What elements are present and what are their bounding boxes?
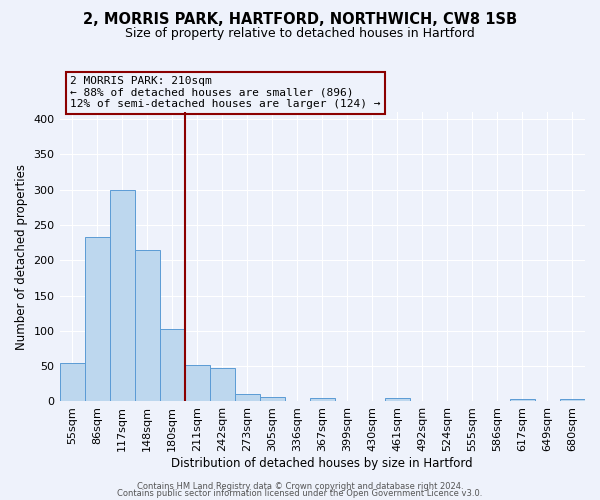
Bar xyxy=(85,237,110,402)
Bar xyxy=(160,329,185,402)
Bar xyxy=(110,190,134,402)
Text: Contains HM Land Registry data © Crown copyright and database right 2024.: Contains HM Land Registry data © Crown c… xyxy=(137,482,463,491)
Text: 2, MORRIS PARK, HARTFORD, NORTHWICH, CW8 1SB: 2, MORRIS PARK, HARTFORD, NORTHWICH, CW8… xyxy=(83,12,517,28)
Bar xyxy=(310,398,335,402)
Y-axis label: Number of detached properties: Number of detached properties xyxy=(15,164,28,350)
Bar xyxy=(59,364,85,402)
Bar xyxy=(510,398,535,402)
Bar xyxy=(260,397,285,402)
Bar xyxy=(560,398,585,402)
Bar xyxy=(235,394,260,402)
Text: Contains public sector information licensed under the Open Government Licence v3: Contains public sector information licen… xyxy=(118,489,482,498)
Bar xyxy=(385,398,410,402)
Text: 2 MORRIS PARK: 210sqm
← 88% of detached houses are smaller (896)
12% of semi-det: 2 MORRIS PARK: 210sqm ← 88% of detached … xyxy=(70,76,380,109)
Text: Size of property relative to detached houses in Hartford: Size of property relative to detached ho… xyxy=(125,28,475,40)
Bar xyxy=(185,365,209,402)
Bar xyxy=(209,368,235,402)
Bar xyxy=(134,250,160,402)
X-axis label: Distribution of detached houses by size in Hartford: Distribution of detached houses by size … xyxy=(172,457,473,470)
